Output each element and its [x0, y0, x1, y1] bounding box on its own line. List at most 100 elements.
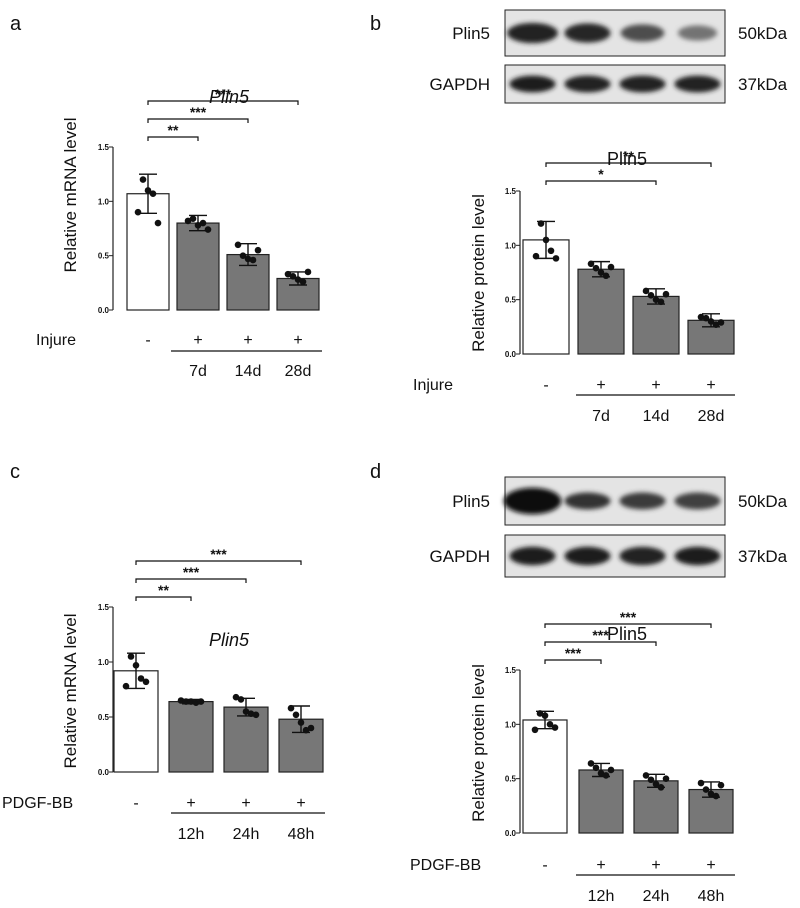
blot-label-b-0: Plin5 — [452, 24, 490, 43]
data-point-c-1-4 — [197, 698, 205, 705]
data-point-b-1-3 — [602, 272, 610, 280]
sign-c-0: - — [133, 795, 138, 812]
data-point-b-1-4 — [607, 263, 615, 271]
data-point-b-2-4 — [662, 290, 670, 298]
y-tick-label-b-0: 0.0 — [505, 350, 517, 359]
data-point-a-0-4 — [154, 219, 162, 227]
data-point-c-0-4 — [142, 678, 150, 686]
data-point-d-1-0 — [587, 760, 595, 767]
y-tick-label-a-1: 0.5 — [98, 252, 110, 261]
blot-label-d-0: Plin5 — [452, 492, 490, 511]
blot-band-d-1-2 — [619, 546, 666, 566]
data-point-c-1-2 — [187, 698, 195, 705]
significance-label-d-1: *** — [592, 627, 609, 643]
row-label-d: PDGF-BB — [410, 857, 481, 874]
category-label-b-2: 14d — [643, 408, 670, 425]
data-point-a-2-1 — [239, 252, 247, 259]
y-tick-label-d-0: 0.0 — [505, 829, 517, 838]
category-label-d-3: 48h — [698, 888, 725, 905]
sign-a-3: + — [293, 332, 302, 349]
y-tick-label-a-0: 0.0 — [98, 306, 110, 315]
y-tick-label-b-1: 0.5 — [505, 296, 517, 305]
category-label-a-3: 28d — [285, 363, 312, 380]
data-point-b-0-2 — [542, 236, 550, 244]
data-point-d-2-1 — [647, 776, 655, 784]
data-point-c-3-3 — [302, 726, 310, 734]
significance-bracket-b-0 — [545, 180, 657, 185]
row-label-a: Injure — [36, 332, 76, 349]
significance-label-c-2: *** — [210, 546, 227, 562]
row-label-b: Injure — [413, 377, 453, 394]
data-point-a-3-1 — [289, 273, 297, 280]
y-tick-label-c-1: 0.5 — [98, 713, 110, 722]
data-point-b-0-4 — [552, 255, 560, 262]
data-point-a-3-0 — [284, 270, 292, 278]
data-point-c-1-1 — [182, 698, 190, 705]
blot-band-b-0-0 — [507, 22, 558, 44]
blot-band-b-0-1 — [564, 23, 611, 43]
blot-band-d-0-1 — [564, 492, 611, 510]
data-point-c-0-0 — [122, 682, 130, 690]
data-point-d-2-4 — [662, 775, 670, 782]
data-point-a-0-1 — [139, 176, 147, 183]
blot-size-b-1: 37kDa — [738, 75, 788, 94]
significance-bracket-c-0 — [135, 596, 192, 601]
data-point-d-1-3 — [602, 772, 610, 779]
data-point-b-2-3 — [657, 298, 665, 306]
y-tick-label-a-2: 1.0 — [98, 197, 110, 206]
significance-bracket-c-2 — [135, 560, 302, 565]
data-point-a-1-3 — [199, 219, 207, 227]
data-point-c-0-2 — [132, 662, 140, 669]
panel-label-d: d — [370, 461, 381, 483]
data-point-d-0-4 — [551, 724, 559, 731]
y-axis-label-c: Relative mRNA level — [61, 614, 80, 769]
significance-label-c-0: ** — [158, 582, 169, 598]
sign-d-1: + — [596, 857, 605, 874]
data-point-b-0-3 — [547, 247, 555, 255]
data-point-d-0-3 — [546, 721, 554, 728]
data-point-c-3-2 — [297, 719, 305, 726]
data-point-b-0-1 — [537, 220, 545, 227]
y-axis-label-d: Relative protein level — [469, 664, 488, 822]
y-tick-label-c-0: 0.0 — [98, 768, 110, 777]
data-point-c-3-0 — [287, 704, 295, 712]
chart-title-b: Plin5 — [607, 149, 647, 169]
sign-a-2: + — [243, 332, 252, 349]
y-tick-label-d-3: 1.5 — [505, 666, 517, 675]
western-blot-b: Plin5 50kDa GAPDH 37kDa — [430, 9, 788, 104]
blot-band-d-0-0 — [503, 487, 562, 515]
data-point-c-2-0 — [232, 693, 240, 701]
significance-label-a-2: *** — [215, 86, 232, 102]
data-point-c-3-1 — [292, 711, 300, 719]
data-point-b-1-0 — [587, 260, 595, 268]
data-point-c-0-3 — [137, 675, 145, 682]
data-point-d-3-0 — [697, 779, 705, 787]
bar-b-1 — [577, 268, 625, 355]
category-label-b-1: 7d — [592, 408, 610, 425]
significance-bracket-a-2 — [147, 100, 299, 105]
significance-label-a-1: *** — [190, 104, 207, 120]
data-point-c-2-4 — [252, 711, 260, 719]
blot-band-b-0-2 — [620, 24, 665, 42]
data-point-b-3-3 — [712, 321, 720, 328]
data-point-d-0-0 — [531, 726, 539, 734]
data-point-b-0-0 — [532, 252, 540, 260]
data-point-b-1-2 — [597, 269, 605, 276]
blot-band-b-1-0 — [509, 75, 556, 93]
data-point-a-0-0 — [134, 208, 142, 216]
chart-panel-d: d Plin5 Relative protein level 0.0 0.5 1.0 1.5… — [370, 461, 735, 905]
data-point-c-1-3 — [192, 699, 200, 706]
blot-size-d-0: 50kDa — [738, 492, 788, 511]
category-label-c-1: 12h — [178, 826, 205, 843]
data-point-a-2-3 — [249, 256, 257, 264]
bar-d-1 — [578, 769, 624, 834]
y-axis-label-b: Relative protein level — [469, 194, 488, 352]
data-point-c-2-1 — [237, 696, 245, 703]
bar-a-1 — [176, 222, 220, 311]
panel-label-a: a — [10, 13, 22, 35]
blot-band-d-1-0 — [509, 546, 556, 566]
data-point-a-2-2 — [244, 255, 252, 263]
significance-bracket-b-1 — [545, 162, 712, 167]
significance-label-c-1: *** — [183, 564, 200, 580]
